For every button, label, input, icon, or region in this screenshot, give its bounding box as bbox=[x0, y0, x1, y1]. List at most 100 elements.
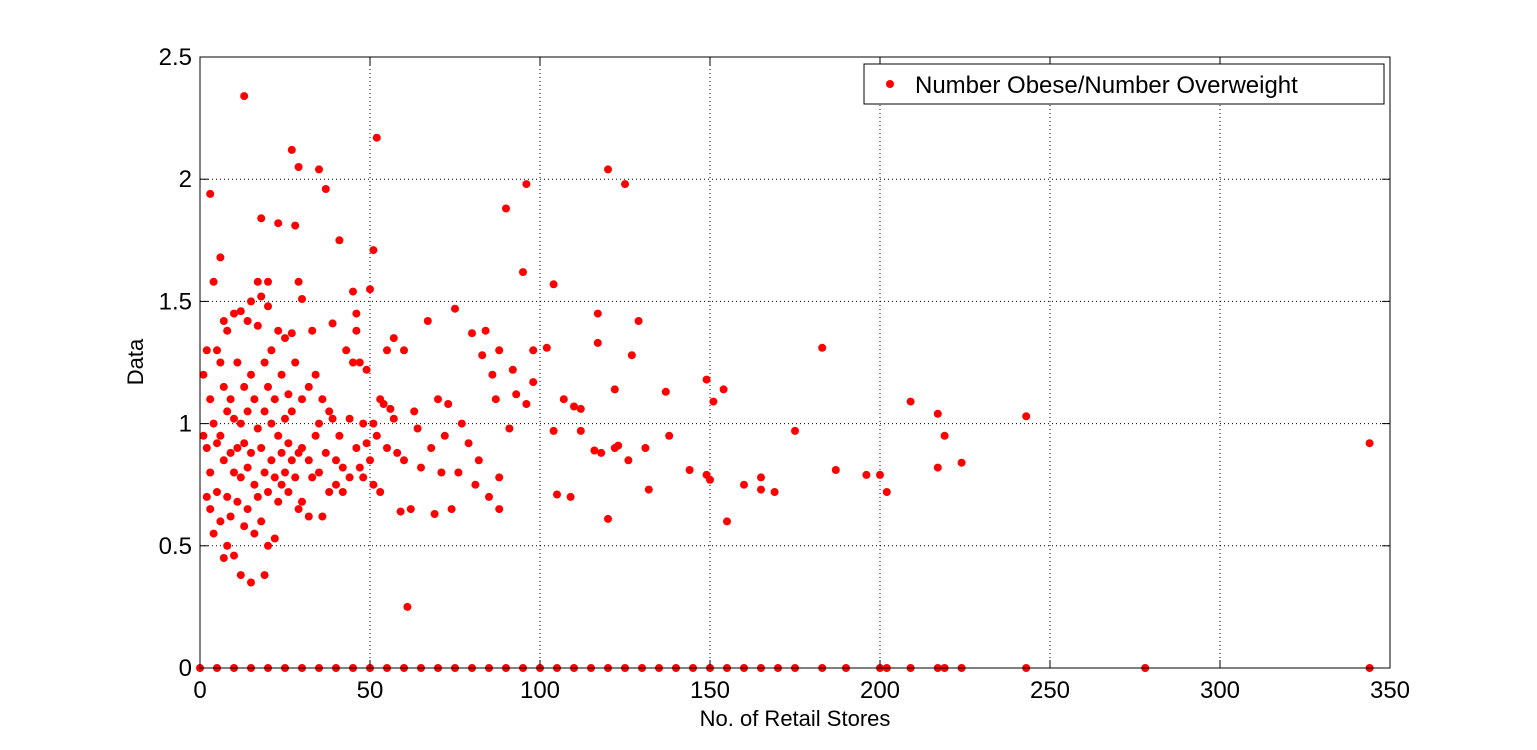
data-point bbox=[352, 326, 361, 335]
data-point bbox=[882, 488, 891, 496]
data-point bbox=[264, 382, 272, 391]
data-point bbox=[400, 456, 408, 465]
data-point bbox=[318, 512, 327, 521]
x-tick-label: 300 bbox=[1200, 677, 1240, 704]
data-point bbox=[298, 444, 306, 452]
data-point bbox=[338, 463, 347, 472]
data-point bbox=[250, 395, 259, 404]
data-point bbox=[423, 317, 432, 325]
data-point bbox=[709, 397, 718, 406]
data-point bbox=[522, 180, 531, 189]
data-point bbox=[294, 505, 303, 514]
data-point bbox=[627, 351, 636, 360]
data-point bbox=[349, 287, 357, 296]
data-point bbox=[253, 321, 262, 330]
data-point bbox=[277, 370, 286, 379]
data-point bbox=[298, 395, 306, 404]
data-point bbox=[291, 358, 300, 367]
data-point bbox=[335, 236, 344, 245]
data-point bbox=[386, 404, 395, 413]
data-point bbox=[940, 431, 949, 440]
data-point bbox=[253, 424, 262, 433]
data-point bbox=[542, 343, 551, 352]
data-point bbox=[243, 505, 252, 514]
data-point bbox=[315, 165, 323, 174]
data-point bbox=[230, 468, 238, 477]
data-point bbox=[240, 522, 249, 531]
data-point bbox=[202, 346, 211, 355]
data-point bbox=[665, 431, 674, 440]
data-point bbox=[876, 470, 884, 479]
data-point bbox=[427, 444, 436, 452]
data-point bbox=[325, 407, 334, 416]
data-point bbox=[236, 473, 245, 482]
data-point bbox=[308, 326, 317, 335]
data-point bbox=[216, 358, 225, 367]
data-point bbox=[247, 370, 255, 379]
data-point bbox=[362, 439, 371, 448]
y-tick-label: 1 bbox=[179, 411, 192, 438]
data-point bbox=[345, 414, 354, 423]
data-point bbox=[389, 414, 398, 423]
data-point bbox=[757, 485, 765, 494]
data-point bbox=[226, 512, 235, 521]
data-point bbox=[213, 488, 221, 496]
data-point bbox=[236, 419, 245, 428]
data-point bbox=[379, 400, 388, 408]
data-point bbox=[304, 456, 313, 465]
data-point bbox=[281, 468, 289, 477]
data-point bbox=[270, 473, 279, 482]
data-point bbox=[519, 268, 527, 277]
y-tick-label: 0.5 bbox=[159, 533, 192, 560]
data-point bbox=[209, 277, 218, 286]
data-point bbox=[209, 529, 218, 538]
data-point bbox=[233, 358, 242, 367]
y-axis-label: Data bbox=[123, 338, 148, 385]
data-point bbox=[495, 346, 504, 355]
data-point bbox=[253, 277, 262, 286]
data-point bbox=[957, 458, 966, 467]
data-point bbox=[403, 602, 412, 611]
plot-frame bbox=[199, 56, 1391, 669]
data-point bbox=[1022, 412, 1031, 421]
data-point bbox=[447, 505, 456, 514]
data-point bbox=[236, 571, 245, 580]
data-point bbox=[757, 473, 765, 482]
data-point bbox=[213, 439, 221, 448]
data-point bbox=[247, 578, 255, 587]
data-point bbox=[740, 480, 748, 489]
data-point bbox=[315, 419, 323, 428]
data-point bbox=[576, 404, 585, 413]
data-point bbox=[706, 475, 714, 484]
plot-background bbox=[200, 57, 1390, 668]
legend-box bbox=[863, 63, 1385, 105]
data-point bbox=[485, 492, 493, 501]
data-point bbox=[430, 510, 439, 518]
data-point bbox=[478, 351, 487, 360]
data-point bbox=[464, 439, 473, 448]
data-point bbox=[287, 456, 296, 465]
data-point bbox=[468, 329, 476, 338]
data-point bbox=[933, 463, 942, 472]
data-point bbox=[440, 431, 449, 440]
data-point bbox=[685, 466, 694, 474]
data-point bbox=[240, 439, 249, 448]
data-point bbox=[576, 426, 585, 435]
data-point bbox=[488, 370, 497, 379]
y-tick-label: 1.5 bbox=[159, 288, 192, 315]
data-point bbox=[264, 488, 272, 496]
data-point bbox=[311, 431, 320, 440]
data-point bbox=[634, 317, 643, 325]
data-point bbox=[318, 395, 327, 404]
data-point bbox=[274, 431, 283, 440]
data-point bbox=[199, 431, 208, 440]
y-tick-label: 0 bbox=[179, 655, 192, 682]
data-point bbox=[495, 473, 504, 482]
x-tick-label: 350 bbox=[1370, 677, 1410, 704]
data-point bbox=[230, 551, 238, 560]
data-point bbox=[332, 456, 340, 465]
data-point bbox=[230, 309, 238, 318]
data-point bbox=[406, 505, 415, 514]
data-point bbox=[240, 92, 249, 101]
data-point bbox=[219, 456, 228, 465]
